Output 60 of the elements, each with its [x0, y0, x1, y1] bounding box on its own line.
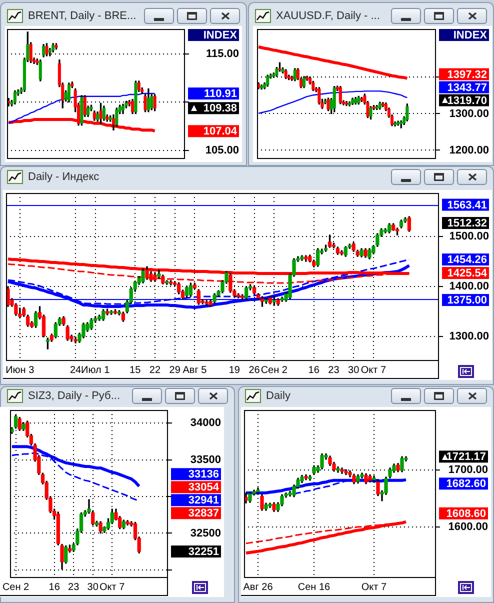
text: 32941 — [188, 494, 219, 507]
x-tick-label: 16 — [308, 364, 320, 376]
x-tick-label: 29 — [169, 364, 181, 376]
text: INDEX — [203, 30, 238, 42]
x-tick-label: Июл 1 — [81, 364, 110, 376]
text: 33136 — [188, 468, 219, 481]
text: 109.38 — [203, 102, 237, 115]
y-tick-label: 105.00 — [205, 144, 239, 156]
y-tick-label: 1600.00 — [448, 520, 488, 533]
chart-title: SIZ3, Daily - Руб... — [28, 389, 120, 403]
x-tick-label: 19 — [228, 364, 240, 376]
ref-line-label: 1375.00 — [447, 294, 487, 307]
y-tick-label: 34000 — [190, 417, 221, 430]
y-tick-label: 1700.00 — [448, 464, 488, 476]
x-tick-label: 26 — [248, 364, 260, 376]
x-tick-label: Сен 2 — [2, 582, 30, 593]
x-tick-label: Окт 7 — [100, 582, 126, 593]
text: 110.91 — [204, 88, 237, 100]
text: 1397.32 — [447, 68, 487, 81]
x-tick-label: 23 — [328, 364, 340, 376]
x-tick-label: Авг 5 — [182, 364, 208, 376]
x-tick-label: 30 — [87, 582, 99, 593]
x-tick-label: Июн 3 — [6, 364, 35, 376]
chart-title: Daily — [266, 389, 290, 403]
text: 1454.26 — [447, 254, 487, 266]
text: 1319.70 — [447, 94, 487, 107]
x-tick-label: 15 — [130, 364, 142, 376]
text: 107.04 — [203, 126, 238, 138]
x-tick-label: 30 — [348, 364, 360, 376]
x-tick-label: 23 — [68, 582, 80, 593]
text: 1608.60 — [446, 508, 486, 520]
chart-title: BRENT, Daily - BRE... — [28, 9, 136, 23]
chart-title: Daily - Индекс — [28, 170, 100, 184]
y-tick-label: 1300.00 — [449, 330, 489, 343]
chart-title: XAUUSD.F, Daily - ... — [276, 9, 380, 23]
y-tick-label: 115.00 — [206, 48, 239, 60]
x-tick-label: Сен 16 — [298, 582, 331, 593]
x-tick-label: 16 — [48, 582, 60, 593]
text: 1721.17 — [446, 451, 486, 464]
y-tick-label: 1500.00 — [449, 230, 489, 243]
text: 1512.32 — [447, 218, 487, 230]
x-tick-label: 22 — [149, 364, 161, 376]
y-tick-label: 1200.00 — [449, 144, 489, 156]
text: 1682.60 — [446, 478, 486, 490]
y-tick-label: 33500 — [190, 454, 221, 466]
text: 33054 — [188, 482, 220, 494]
y-tick-label: 32500 — [190, 527, 221, 540]
x-tick-label: 24 — [70, 364, 82, 376]
ref-line-label: 1563.41 — [447, 199, 487, 212]
x-tick-label: Сен 2 — [260, 364, 288, 376]
x-tick-label: Окт 7 — [360, 364, 386, 376]
text: 32837 — [188, 508, 219, 520]
text: 1343.77 — [447, 82, 487, 94]
y-tick-label: 1300.00 — [449, 108, 489, 120]
text: 32251 — [188, 546, 219, 558]
x-tick-label: Окт 7 — [361, 582, 388, 593]
x-tick-label: Авг 26 — [243, 582, 274, 593]
y-tick-label: 1400.00 — [449, 280, 489, 293]
text: 1425.54 — [447, 268, 488, 280]
text: INDEX — [453, 30, 488, 42]
